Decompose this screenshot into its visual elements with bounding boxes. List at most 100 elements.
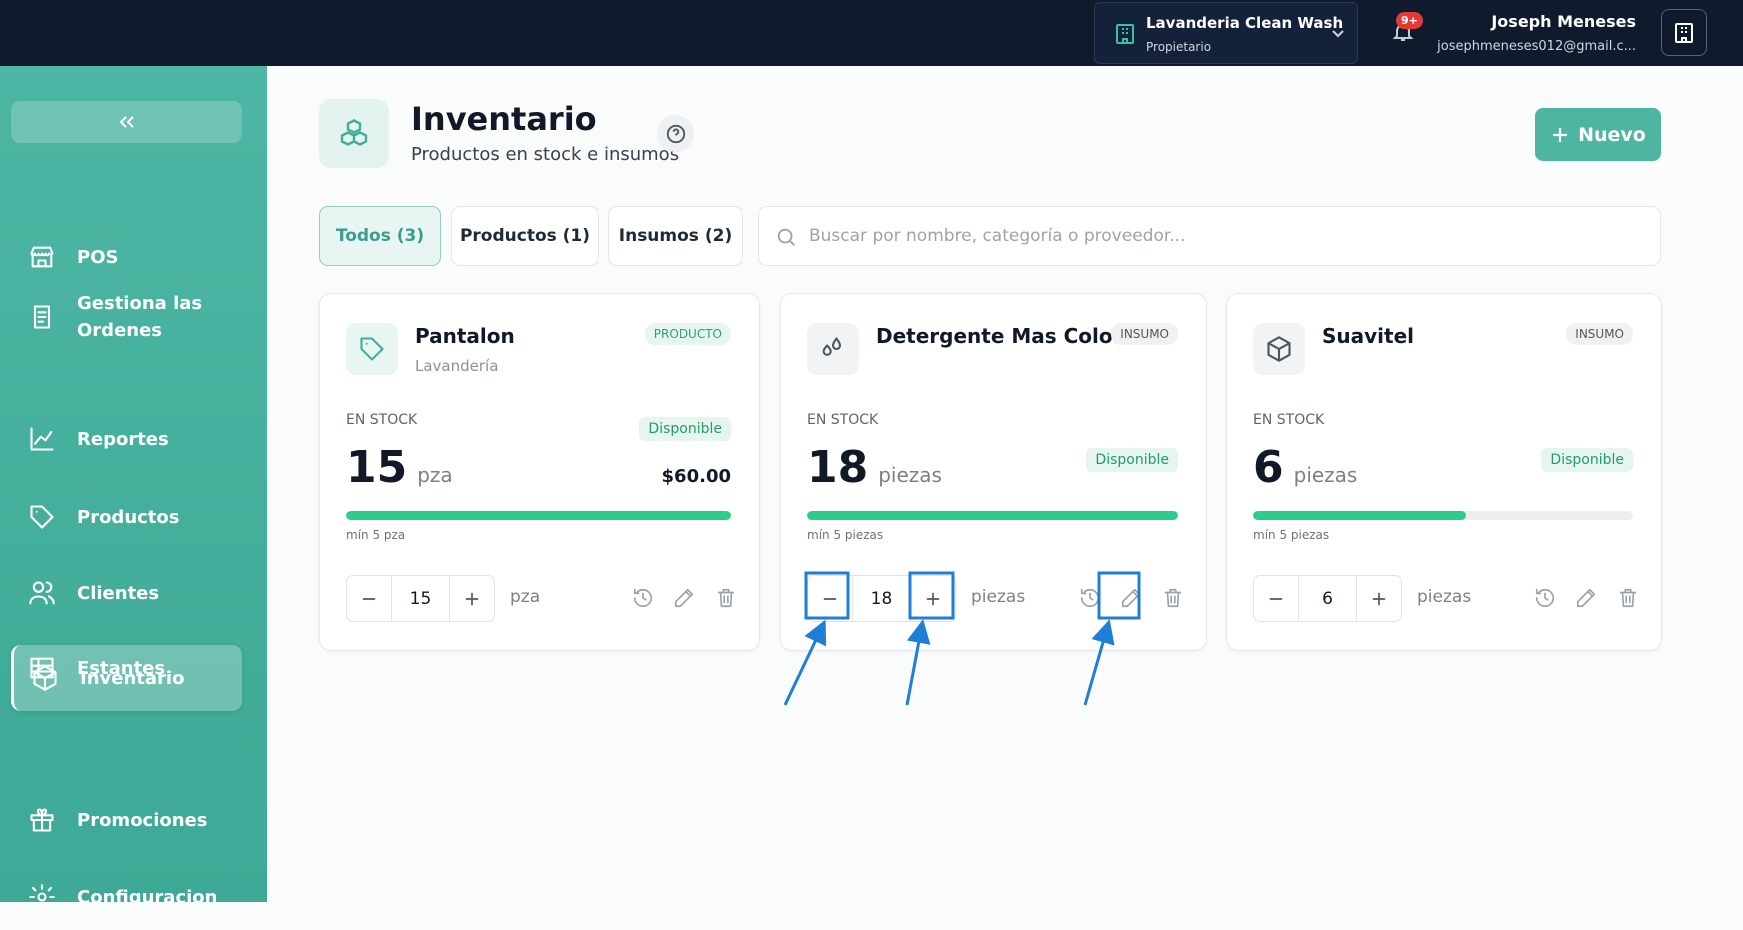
icon: [30, 246, 54, 268]
icon: [717, 588, 735, 608]
inventory-card: Suavitel INSUMO EN STOCK 6 piezas Disponible m…: [1226, 293, 1662, 651]
stock-bar-fill: [807, 511, 1178, 520]
delete-button[interactable]: [1617, 587, 1639, 613]
quantity-value: 6: [1253, 442, 1284, 493]
stock-bar: [1253, 511, 1633, 520]
icon: [30, 505, 54, 529]
stock-label: EN STOCK: [346, 412, 418, 428]
quantity-value: 18: [807, 442, 869, 493]
icon: [822, 337, 842, 356]
filter-tab[interactable]: Insumos (2): [608, 206, 743, 266]
icon: [30, 427, 54, 451]
boxes-icon: [340, 118, 368, 146]
quantity-unit: piezas: [878, 463, 942, 487]
stock-bar: [346, 511, 731, 520]
item-name: Suavitel: [1322, 324, 1415, 348]
quantity-stepper: 6: [1253, 575, 1402, 622]
top-bar: Lavanderia Clean Wash Propietario 9+ Jos…: [0, 0, 1743, 66]
history-button[interactable]: [1079, 587, 1101, 613]
item-type-badge: INSUMO: [1566, 323, 1633, 345]
increment-button[interactable]: [911, 576, 955, 621]
history-button[interactable]: [632, 587, 654, 613]
nav-item[interactable]: Estantes: [11, 635, 242, 701]
icon: [30, 657, 54, 679]
stock-label: EN STOCK: [1253, 412, 1325, 428]
nav-item[interactable]: Inventario: [11, 645, 242, 711]
icon: [674, 588, 694, 608]
quantity-value: 15: [346, 442, 408, 493]
business-selector[interactable]: Lavanderia Clean Wash Propietario: [1094, 2, 1358, 64]
stock-quantity: 18 piezas: [807, 442, 942, 493]
nav-item[interactable]: Productos: [11, 484, 242, 550]
collapse-button[interactable]: [11, 101, 242, 143]
icon: [1267, 336, 1291, 362]
user-name: Joseph Meneses: [1491, 12, 1636, 31]
icon: [1535, 588, 1555, 608]
building-icon: [1675, 22, 1693, 43]
increment-button[interactable]: [1357, 576, 1401, 621]
edit-button[interactable]: [673, 587, 695, 613]
nav-label: Reportes: [77, 428, 169, 450]
nav-label: Promociones: [77, 809, 208, 831]
icon: [1080, 588, 1100, 608]
delete-button[interactable]: [1162, 587, 1184, 613]
nav-item[interactable]: Configuracion: [11, 864, 242, 930]
account-button[interactable]: [1661, 9, 1707, 56]
quantity-unit: piezas: [1293, 463, 1358, 487]
building-icon: [1116, 24, 1134, 44]
increment-button[interactable]: [450, 576, 494, 621]
stepper-value[interactable]: 15: [391, 576, 450, 621]
business-name: Lavanderia Clean Wash: [1146, 14, 1344, 32]
filter-tab[interactable]: Productos (1): [451, 206, 599, 266]
minimum-stock: mín 5 piezas: [807, 528, 884, 542]
stock-quantity: 6 piezas: [1253, 442, 1357, 493]
stepper-value[interactable]: 18: [852, 576, 911, 621]
edit-button[interactable]: [1120, 587, 1142, 613]
page-title: Inventario: [411, 100, 597, 138]
delete-button[interactable]: [715, 587, 737, 613]
stock-bar-fill: [346, 511, 731, 520]
item-category: Lavandería: [415, 357, 499, 375]
filter-tab[interactable]: Todos (3): [319, 206, 441, 266]
icon: [465, 592, 479, 605]
nav-label: Productos: [77, 506, 180, 528]
icon: [360, 337, 384, 361]
icon: [926, 592, 940, 605]
history-button[interactable]: [1534, 587, 1556, 613]
inventory-card: Pantalon Lavandería PRODUCTO EN STOCK 15 pza D…: [319, 293, 760, 651]
collapse-icon: [119, 116, 134, 128]
new-button[interactable]: Nuevo: [1535, 108, 1661, 161]
notification-badge: 9+: [1396, 12, 1423, 29]
stock-bar: [807, 511, 1178, 520]
icon: [1164, 588, 1182, 608]
edit-button[interactable]: [1575, 587, 1597, 613]
decrement-button[interactable]: [808, 576, 852, 621]
nav-item[interactable]: Reportes: [11, 406, 242, 472]
stepper-value[interactable]: 6: [1298, 576, 1357, 621]
status-badge: Disponible: [1541, 448, 1633, 472]
nav-item[interactable]: Clientes: [11, 560, 242, 626]
sidebar: POS Gestiona las Ordenes Reportes Productos…: [0, 66, 267, 910]
decrement-button[interactable]: [1254, 576, 1298, 621]
inventory-card: Detergente Mas Color INSUMO EN STOCK 18 piez…: [780, 293, 1207, 651]
page-icon: [319, 99, 389, 168]
nav-item[interactable]: Gestiona las Ordenes: [11, 284, 242, 350]
nav-label: Estantes: [77, 657, 166, 679]
minimum-stock: mín 5 piezas: [1253, 528, 1330, 542]
item-price: $60.00: [661, 466, 731, 487]
quantity-stepper: 15: [346, 575, 495, 622]
icon: [823, 597, 837, 600]
decrement-button[interactable]: [347, 576, 391, 621]
item-type-badge: PRODUCTO: [644, 323, 731, 345]
help-button[interactable]: [657, 115, 694, 152]
quantity-unit: pza: [417, 463, 453, 487]
icon: [362, 597, 376, 600]
search-box[interactable]: Buscar por nombre, categoría o proveedor…: [758, 206, 1661, 266]
icon: [33, 305, 51, 329]
nav-item[interactable]: POS: [11, 224, 242, 290]
business-role: Propietario: [1146, 40, 1212, 54]
nav-label: POS: [77, 246, 119, 268]
quantity-stepper: 18: [807, 575, 956, 622]
nav-item[interactable]: Promociones: [11, 787, 242, 853]
icon: [29, 884, 55, 910]
